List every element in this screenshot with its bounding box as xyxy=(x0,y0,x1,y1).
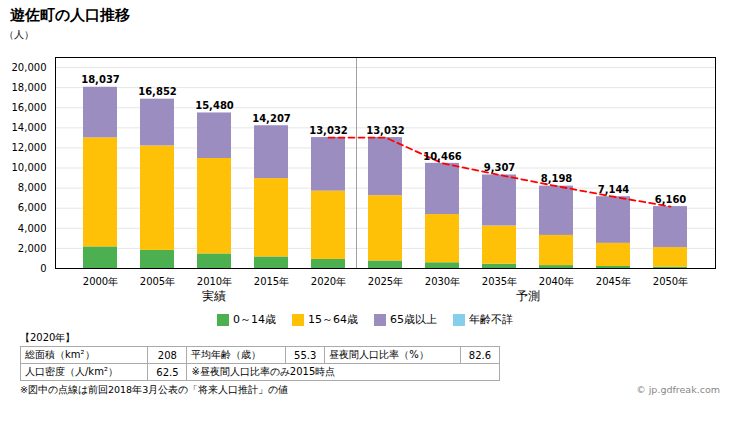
svg-text:0: 0 xyxy=(40,263,46,274)
svg-text:15,480: 15,480 xyxy=(195,100,234,111)
svg-text:14,207: 14,207 xyxy=(252,113,291,124)
html-text:© jp.gdfreak.com: © jp.gdfreak.com xyxy=(636,384,720,395)
svg-text:2015年: 2015年 xyxy=(254,276,289,287)
svg-text:実績: 実績 xyxy=(202,289,226,303)
svg-text:20,000: 20,000 xyxy=(12,62,47,73)
svg-text:8,000: 8,000 xyxy=(18,182,47,193)
svg-text:2050年: 2050年 xyxy=(653,276,688,287)
svg-text:6,000: 6,000 xyxy=(18,202,47,213)
svg-text:12,000: 12,000 xyxy=(12,142,47,153)
svg-text:2035年: 2035年 xyxy=(482,276,517,287)
html-text:※図中の点線は前回2018年3月公表の「将来人口推計」の値: ※図中の点線は前回2018年3月公表の「将来人口推計」の値 xyxy=(20,384,289,395)
html-text:208: 208 xyxy=(157,349,177,361)
svg-text:（人）: （人） xyxy=(4,29,34,40)
svg-text:2040年: 2040年 xyxy=(539,276,574,287)
svg-text:2,000: 2,000 xyxy=(18,243,47,254)
html-text:0～14歳: 0～14歳 xyxy=(233,313,276,326)
svg-text:16,000: 16,000 xyxy=(12,102,47,113)
svg-text:14,000: 14,000 xyxy=(12,122,47,133)
svg-text:9,307: 9,307 xyxy=(484,162,516,173)
svg-text:13,032: 13,032 xyxy=(366,125,405,136)
html-text:62.5: 62.5 xyxy=(156,366,179,378)
svg-text:2000年: 2000年 xyxy=(83,276,118,287)
html-text:15～64歳: 15～64歳 xyxy=(308,313,358,326)
svg-text:13,032: 13,032 xyxy=(309,125,348,136)
svg-text:18,037: 18,037 xyxy=(81,74,120,85)
html-text:※昼夜間人口比率のみ2015時点: ※昼夜間人口比率のみ2015時点 xyxy=(191,366,336,377)
svg-text:2010年: 2010年 xyxy=(197,276,232,287)
svg-text:18,000: 18,000 xyxy=(12,82,47,93)
html-text:人口密度（人/km²）: 人口密度（人/km²） xyxy=(25,366,118,377)
svg-text:4,000: 4,000 xyxy=(18,223,47,234)
svg-text:2045年: 2045年 xyxy=(596,276,631,287)
svg-text:予測: 予測 xyxy=(516,289,540,303)
svg-text:10,000: 10,000 xyxy=(12,162,47,173)
svg-text:2020年: 2020年 xyxy=(311,276,346,287)
html-text:65歳以上: 65歳以上 xyxy=(390,313,437,326)
html-text:遊佐町の人口推移: 遊佐町の人口推移 xyxy=(10,6,130,24)
svg-text:10,466: 10,466 xyxy=(423,151,462,162)
svg-text:7,144: 7,144 xyxy=(598,184,630,195)
html-text:総面積（km²）: 総面積（km²） xyxy=(25,349,95,360)
html-text:82.6: 82.6 xyxy=(468,349,492,361)
html-text:昼夜間人口比率（%）: 昼夜間人口比率（%） xyxy=(329,349,429,360)
html-text:平均年齢（歳）: 平均年齢（歳） xyxy=(191,349,262,360)
html-text:【2020年】: 【2020年】 xyxy=(20,332,76,343)
svg-text:2005年: 2005年 xyxy=(140,276,175,287)
svg-text:2030年: 2030年 xyxy=(425,276,460,287)
svg-text:8,198: 8,198 xyxy=(541,173,573,184)
svg-text:2025年: 2025年 xyxy=(368,276,403,287)
html-text:年齢不詳: 年齢不詳 xyxy=(469,313,513,326)
svg-text:6,160: 6,160 xyxy=(655,194,687,205)
svg-text:16,852: 16,852 xyxy=(138,86,177,97)
html-text:55.3: 55.3 xyxy=(294,349,317,361)
